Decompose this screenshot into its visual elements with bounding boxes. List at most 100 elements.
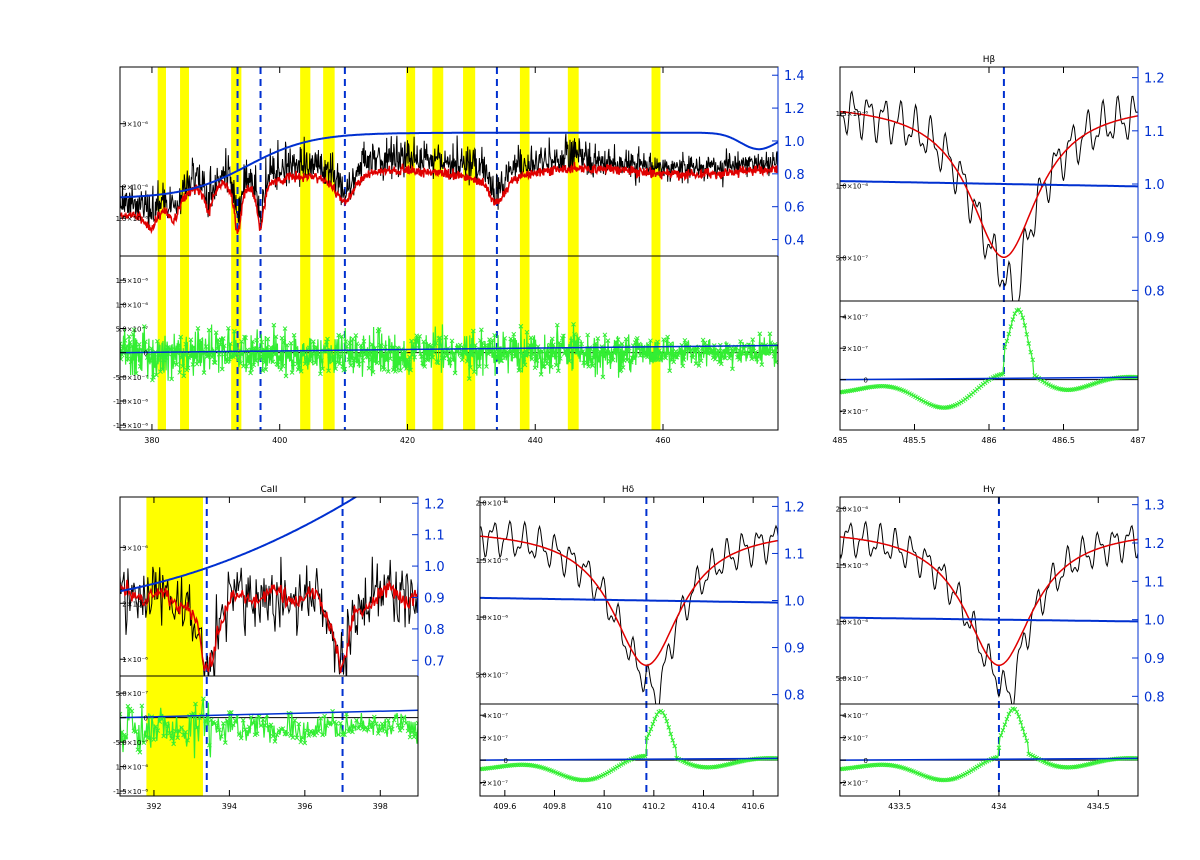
residual-point — [668, 341, 674, 347]
x-tick-label: 434 — [991, 802, 1006, 811]
residual-point — [413, 339, 418, 345]
residual-point — [167, 730, 173, 736]
residual-point — [525, 351, 531, 357]
residual-point — [136, 341, 142, 347]
x-tick-label: 434.5 — [1087, 802, 1110, 811]
y2-tick-label: 1.2 — [424, 497, 445, 512]
residual-point — [280, 726, 286, 731]
residual-point — [169, 736, 175, 741]
residual-point — [604, 348, 610, 353]
residual-point — [469, 352, 475, 358]
residual-point — [392, 369, 398, 374]
residual-point — [744, 350, 749, 356]
residual-point — [259, 339, 265, 345]
residual-point — [636, 341, 642, 347]
residual-point — [216, 351, 222, 357]
residual-point — [510, 338, 516, 343]
y2-tick-label: 1.1 — [784, 547, 805, 562]
residual-point — [244, 728, 250, 734]
residual-point — [397, 356, 402, 362]
residual-point — [251, 362, 256, 368]
residual-point — [539, 348, 545, 354]
residual-point — [171, 741, 176, 747]
residual-point — [290, 361, 296, 367]
residual-point — [310, 339, 316, 344]
residual-point — [515, 349, 521, 354]
residual-point — [462, 344, 468, 349]
residual-point — [191, 344, 197, 350]
residual-point — [459, 357, 465, 363]
residual-point — [226, 356, 232, 362]
residual-point — [222, 351, 228, 357]
residual-point — [176, 343, 182, 348]
residual-point — [509, 348, 515, 353]
residual-point — [260, 717, 266, 723]
residual-point — [179, 725, 184, 730]
residual-point — [277, 357, 283, 363]
x-tick-label: 410.2 — [642, 802, 665, 811]
residual-y-tick-label: -2×10⁻⁷ — [840, 780, 868, 788]
residual-point — [532, 365, 538, 371]
h-delta-panel: Hδ 409.6 409.8 410 410.2 410.4 410.6 5.0×10⁻⁷ 1… — [476, 485, 805, 811]
residual-point — [145, 353, 151, 359]
residual-point — [345, 349, 351, 355]
residual-point — [610, 357, 616, 363]
x-tick-label: 380 — [144, 436, 159, 445]
residual-point — [217, 342, 223, 347]
residual-point — [700, 337, 706, 343]
residual-point — [441, 355, 447, 361]
residual-point — [357, 352, 363, 358]
ratio-line — [480, 596, 778, 604]
residual-point — [343, 339, 349, 344]
residual-point — [232, 328, 237, 334]
residual-point — [718, 361, 724, 367]
residual-point — [260, 368, 266, 374]
residual-point — [400, 350, 405, 356]
residual-point — [148, 357, 153, 363]
residual-point — [350, 729, 355, 735]
residual-point — [338, 720, 343, 726]
residual-point — [529, 356, 535, 362]
y2-tick-label: 0.4 — [784, 234, 805, 249]
residual-point — [418, 351, 424, 357]
residual-point — [195, 326, 201, 331]
residual-point — [1135, 756, 1138, 761]
residual-point — [378, 343, 384, 349]
residual-point — [552, 352, 558, 358]
residual-point — [262, 723, 268, 728]
y2-tick-label: 0.8 — [784, 168, 805, 183]
residual-point — [773, 359, 778, 365]
y-tick-label: 1.5×10⁻⁶ — [476, 557, 509, 565]
residual-point — [320, 732, 325, 738]
y2-tick-label: 0.8 — [424, 623, 445, 638]
model-spectrum-line — [840, 110, 1138, 258]
residual-point — [522, 362, 528, 368]
residual-point — [317, 354, 322, 360]
residual-point — [998, 732, 1004, 738]
residual-point — [319, 357, 324, 363]
residual-point — [585, 332, 591, 338]
residual-point — [339, 334, 345, 339]
residual-point — [129, 343, 135, 349]
residual-point — [654, 712, 660, 718]
residual-point — [137, 749, 143, 755]
residual-point — [1135, 374, 1138, 380]
residual-point — [275, 362, 281, 368]
residual-point — [333, 366, 338, 372]
residual-point — [120, 711, 123, 717]
residual-point — [131, 327, 137, 333]
residual-point — [383, 729, 389, 734]
residual-point — [1014, 709, 1020, 715]
residual-point — [628, 359, 634, 365]
residual-point — [662, 713, 668, 719]
residual-point — [210, 352, 216, 357]
y-tick-label: 1×10⁻⁶ — [122, 656, 148, 664]
y-tick-label: 2.0×10⁻⁶ — [836, 505, 869, 513]
residual-point — [737, 357, 742, 362]
residual-point — [159, 353, 164, 359]
residual-point — [356, 361, 362, 367]
residual-point — [181, 373, 187, 379]
residual-point — [446, 356, 452, 362]
x-tick-label: 410 — [597, 802, 612, 811]
